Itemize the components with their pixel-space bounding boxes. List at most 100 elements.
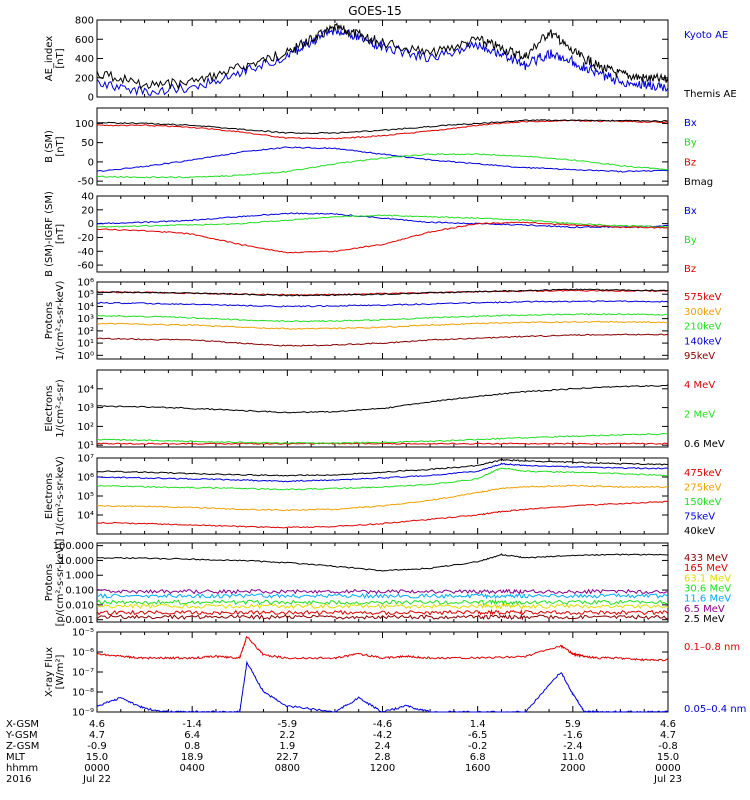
x-axis-value: 0000 <box>655 763 680 774</box>
legend-entry: Kyoto AE <box>684 30 728 41</box>
legend-entry: 475keV <box>684 468 722 479</box>
y-tick-label: 50 <box>81 138 94 149</box>
x-axis-row-label: MLT <box>6 752 26 763</box>
x-axis-row-label: X-GSM <box>6 719 39 730</box>
legend-entry: 275keV <box>684 483 722 494</box>
series-line-40kev <box>97 458 669 477</box>
y-tick-label: -20 <box>78 233 94 244</box>
legend-entry: 210keV <box>684 322 722 333</box>
y-tick-label: 20 <box>81 205 94 216</box>
y-axis-label: Protons <box>44 564 55 601</box>
x-axis-value: -4.6 <box>373 719 393 730</box>
y-tick-label: 100 <box>75 119 94 130</box>
legend-entry: 433 MeV <box>684 553 728 564</box>
x-axis-value: 0000 <box>84 763 109 774</box>
y-tick-label: 10.000 <box>59 556 94 567</box>
legend-entry: 165 MeV <box>684 563 728 574</box>
y-tick-label: 10¹ <box>77 441 94 452</box>
panel-electrons_kev: 10⁴ 10⁵ 10⁶ 10⁷ Electrons 1/(cm²-s-sr-keV) 475… <box>44 454 722 538</box>
legend-entry: Bx <box>684 206 697 217</box>
legend-entry: 30.6 MeV <box>684 584 731 595</box>
series-line-kyoto-ae <box>96 26 669 97</box>
series-line-6-5-mev <box>96 588 669 595</box>
legend-entry: 6.5 MeV <box>684 604 725 615</box>
y-tick-label: 10¹ <box>77 339 94 350</box>
x-axis-value: -1.6 <box>563 730 583 741</box>
y-axis-label: B (SM) <box>44 130 55 163</box>
series-line-bx <box>96 212 669 229</box>
legend-entry: 11.6 MeV <box>684 594 731 605</box>
x-axis-value: 1.9 <box>279 741 295 752</box>
y-axis-label: Electrons <box>44 473 55 519</box>
legend-entry: 575keV <box>684 292 722 303</box>
series-line-2-mev <box>96 433 669 445</box>
x-axis-value: -0.2 <box>468 741 488 752</box>
series-line-0-05-0-4-nm <box>96 660 669 714</box>
plot-title: GOES-15 <box>348 4 402 18</box>
series-line-275kev <box>96 484 669 512</box>
y-axis-label: 1/(cm²-s-sr) <box>55 379 66 438</box>
y-tick-label: 10⁶ <box>77 278 94 289</box>
x-axis-value: -6.5 <box>468 730 488 741</box>
panel-bigrf: -60 -40 -20 0 20 40 B (SM)-IGRF (SM) [nT] Bx By Bz <box>44 191 697 277</box>
y-tick-label: -60 <box>78 261 94 272</box>
legend-entry: 0.05–0.4 nm <box>684 704 746 715</box>
panel-bsm: -50 0 50 100 B (SM) [nT] Bx By Bz Bmag <box>44 107 713 188</box>
x-axis-value: 22.7 <box>276 752 298 763</box>
series-line-210kev <box>97 313 669 323</box>
series-line-75kev <box>96 462 669 483</box>
series-line-bx <box>96 146 668 173</box>
legend-entry: 95keV <box>684 351 715 362</box>
y-tick-label: 0.100 <box>65 586 94 597</box>
x-axis-row-label: Z-GSM <box>6 741 39 752</box>
panel-frame <box>96 19 669 98</box>
y-tick-label: 200 <box>75 73 94 84</box>
y-tick-label: 100.000 <box>53 541 94 552</box>
series-line-475kev <box>96 500 669 529</box>
y-axis-label: [nT] <box>55 48 66 68</box>
legend-entry: 75keV <box>684 512 715 523</box>
panel-frame <box>96 107 669 186</box>
legend-entry: Bz <box>684 157 696 168</box>
y-tick-label: 10⁵ <box>77 492 94 503</box>
y-tick-label: 400 <box>75 54 94 65</box>
legend-entry: Bmag <box>684 177 713 188</box>
y-tick-label: 10⁰ <box>77 351 94 362</box>
x-axis-value: 2.8 <box>375 752 391 763</box>
y-tick-label: 10⁻⁹ <box>72 708 94 719</box>
series-line-unnamed <box>96 288 669 297</box>
y-axis-label: 1/(cm²-s-sr-keV) <box>55 456 66 536</box>
y-axis-label: [nT] <box>55 136 66 156</box>
series-line-by <box>96 153 669 179</box>
x-axis-value: 15.0 <box>657 752 679 763</box>
y-tick-label: 10⁻⁸ <box>72 688 94 699</box>
legend-entry: Bx <box>684 118 697 129</box>
y-tick-label: 40 <box>81 192 94 203</box>
y-axis-label: [W/m²] <box>55 654 66 689</box>
x-axis-value: -0.9 <box>87 741 107 752</box>
y-tick-label: 10⁷ <box>77 454 94 465</box>
series-line-63-1-mev <box>96 603 669 610</box>
x-axis-value: 1200 <box>370 763 395 774</box>
y-tick-label: 10⁴ <box>77 302 94 313</box>
series-line-300kev <box>96 320 669 330</box>
x-axis-value: 0400 <box>179 763 204 774</box>
legend-entry: 0.1–0.8 nm <box>684 642 740 653</box>
y-tick-label: 10³ <box>77 314 94 325</box>
legend-entry: By <box>684 235 697 246</box>
panel-frame <box>96 195 669 273</box>
y-tick-label: 0.001 <box>65 615 94 626</box>
legend-entry: 40keV <box>684 526 715 537</box>
x-axis-row-label: 2016 <box>6 774 31 785</box>
y-tick-label: 10⁶ <box>77 473 94 484</box>
x-axis-value: 5.9 <box>565 719 581 730</box>
y-tick-label: 600 <box>75 35 94 46</box>
y-tick-label: 0 <box>88 157 94 168</box>
x-axis-value: 2000 <box>560 763 585 774</box>
y-axis-label: B (SM)-IGRF (SM) <box>44 191 55 277</box>
x-axis-value: 15.0 <box>86 752 108 763</box>
x-axis-row-label: Y-GSM <box>5 730 38 741</box>
x-axis-value: 6.8 <box>470 752 486 763</box>
series-line-2-5-mev <box>96 553 669 572</box>
